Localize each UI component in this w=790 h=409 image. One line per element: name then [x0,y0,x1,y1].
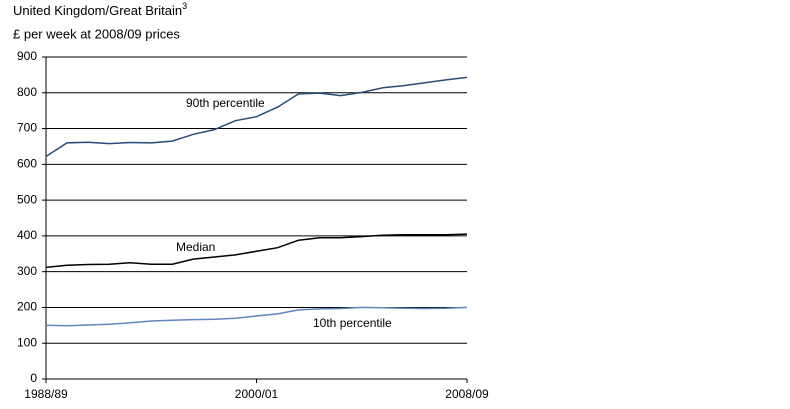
title-text: United Kingdom/Great Britain [13,3,182,18]
y-tick-label: 900 [17,49,37,63]
y-tick-label: 300 [17,264,37,278]
y-tick-label: 200 [17,300,37,314]
series-line [45,233,468,269]
chart-title: United Kingdom/Great Britain3 [13,1,187,18]
y-tick-label: 500 [17,192,37,206]
series-line [45,76,468,158]
series-label: 90th percentile [186,96,265,110]
series-label: 10th percentile [313,316,392,330]
y-tick-label: 600 [17,157,37,171]
x-tick-label: 2008/09 [445,387,489,401]
y-tick-label: 800 [17,85,37,99]
x-tick-label: 1988/89 [24,387,68,401]
y-tick-label: 700 [17,121,37,135]
title-superscript: 3 [182,1,187,11]
y-tick-label: 400 [17,228,37,242]
chart-subtitle: £ per week at 2008/09 prices [13,26,180,41]
y-tick-label: 100 [17,335,37,349]
x-tick-label: 2000/01 [235,387,279,401]
series-label: Median [176,240,215,254]
series-line [45,306,468,327]
y-tick-label: 0 [30,371,37,385]
